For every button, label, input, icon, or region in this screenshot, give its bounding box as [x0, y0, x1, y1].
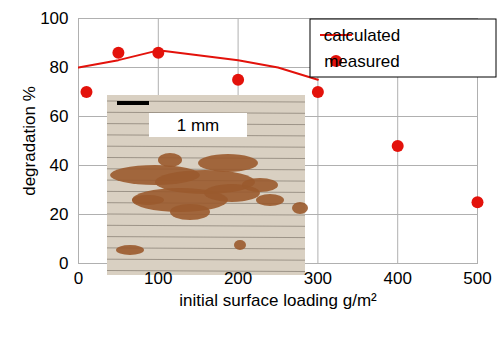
svg-text:400: 400	[384, 269, 412, 288]
svg-text:20: 20	[50, 205, 69, 224]
svg-text:300: 300	[304, 269, 332, 288]
svg-text:0: 0	[74, 269, 83, 288]
svg-text:80: 80	[50, 58, 69, 77]
svg-text:measured: measured	[324, 52, 400, 71]
svg-text:calculated: calculated	[324, 26, 401, 45]
svg-text:100: 100	[40, 9, 68, 28]
svg-text:initial surface loading g/m²: initial surface loading g/m²	[179, 291, 377, 310]
svg-text:40: 40	[50, 156, 69, 175]
svg-text:0: 0	[59, 254, 68, 273]
svg-text:degradation %: degradation %	[20, 86, 39, 196]
svg-text:200: 200	[224, 269, 252, 288]
svg-text:60: 60	[50, 107, 69, 126]
svg-text:500: 500	[463, 269, 491, 288]
svg-text:100: 100	[144, 269, 172, 288]
svg-text:1 mm: 1 mm	[177, 116, 220, 135]
